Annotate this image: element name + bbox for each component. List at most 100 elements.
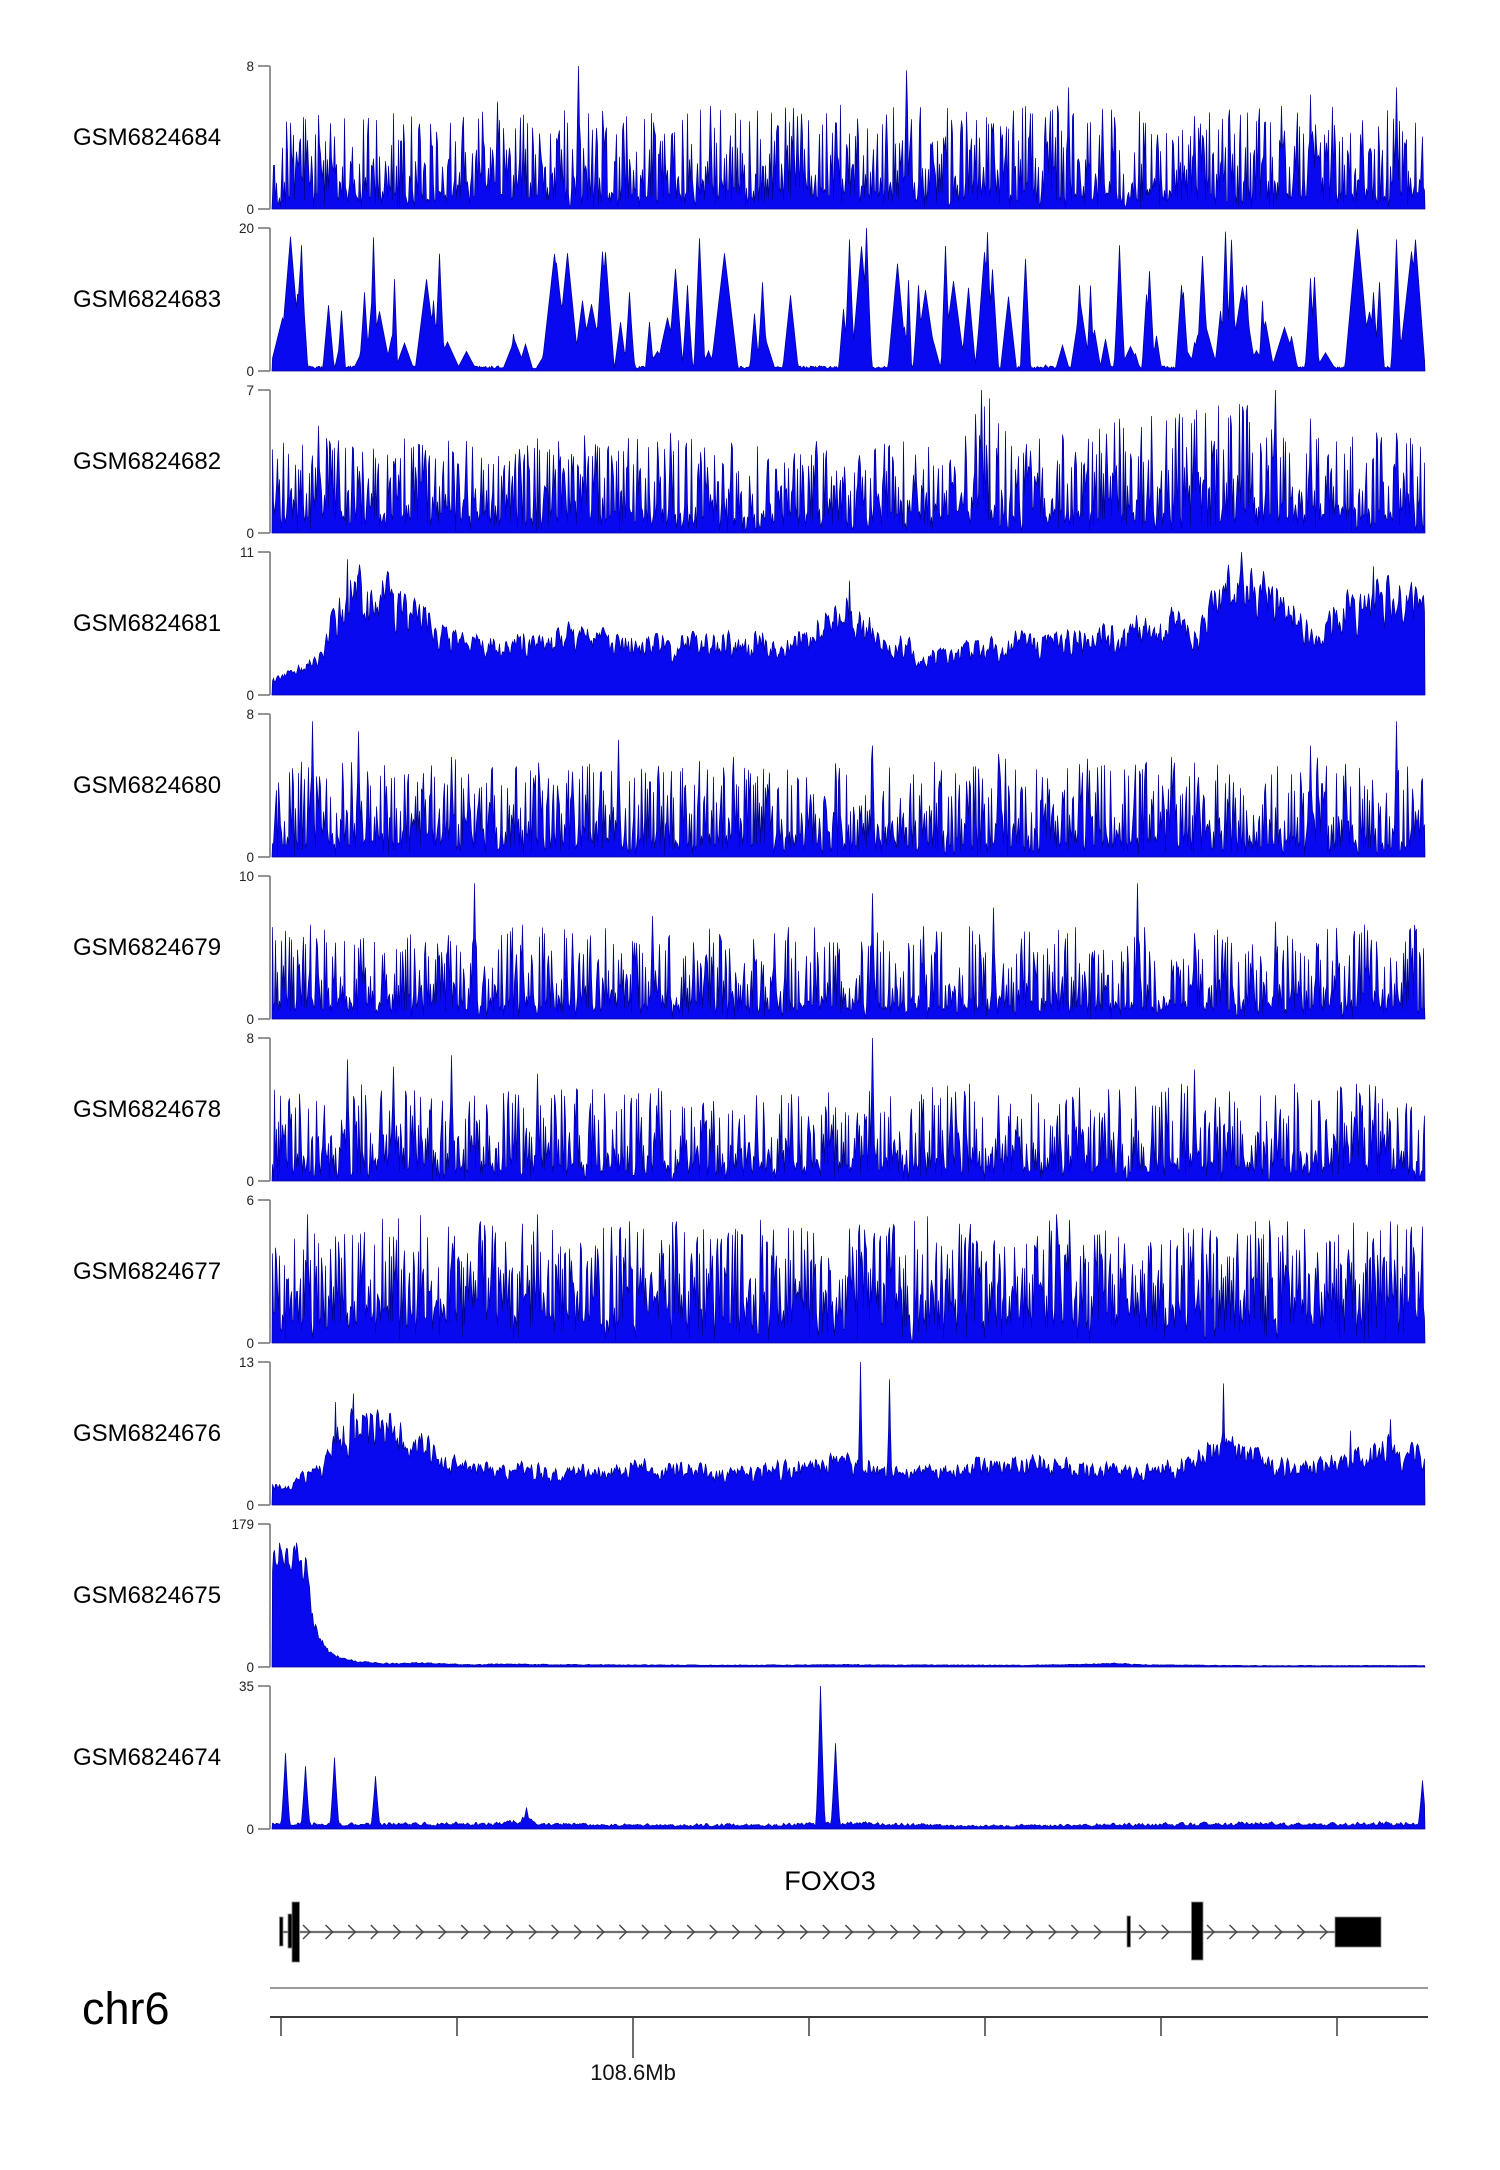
strand-direction-chevron-icon xyxy=(754,1924,763,1940)
strand-direction-chevron-icon xyxy=(1138,1924,1148,1940)
track-ymin-label: 0 xyxy=(246,1174,254,1189)
strand-direction-chevron-icon xyxy=(686,1924,696,1940)
track-label: GSM6824679 xyxy=(73,934,222,961)
track-label: GSM6824674 xyxy=(73,1744,222,1771)
strand-direction-chevron-icon xyxy=(415,1924,424,1940)
track-ymin-label: 0 xyxy=(246,364,254,379)
gene-exon-box xyxy=(1126,1915,1131,1948)
track-ymin-label: 0 xyxy=(246,1822,254,1837)
track-ymin-label: 0 xyxy=(246,202,254,217)
track-label: GSM6824684 xyxy=(73,124,222,151)
gene-exon-box xyxy=(287,1913,294,1949)
strand-direction-chevron-icon xyxy=(1319,1924,1328,1940)
track-ymin-label: 0 xyxy=(246,1660,254,1675)
gene-exon-box xyxy=(1191,1901,1204,1961)
strand-direction-chevron-icon xyxy=(890,1924,899,1940)
coverage-signal-area xyxy=(271,1214,1426,1344)
track-label: GSM6824682 xyxy=(73,448,222,475)
track-ymin-label: 0 xyxy=(246,1336,254,1351)
coverage-signal-area xyxy=(271,721,1426,858)
strand-direction-chevron-icon xyxy=(1206,1924,1215,1940)
strand-direction-chevron-icon xyxy=(528,1924,537,1940)
strand-direction-chevron-icon xyxy=(573,1924,583,1940)
track-ymax-label: 13 xyxy=(239,1355,254,1370)
track-label: GSM6824683 xyxy=(73,286,222,313)
strand-direction-chevron-icon xyxy=(1070,1924,1080,1940)
coverage-signal-area xyxy=(271,551,1426,696)
coverage-signal-area xyxy=(271,1542,1426,1668)
track-ymax-label: 179 xyxy=(231,1517,254,1532)
strand-direction-chevron-icon xyxy=(302,1924,311,1940)
genomic-position-label: 108.6Mb xyxy=(590,2060,676,2085)
track-ymax-label: 11 xyxy=(240,545,254,560)
coverage-track-row: GSM6824677 6 0 xyxy=(0,1193,1500,1352)
track-signal-plot: 70 xyxy=(246,383,1426,541)
strand-direction-chevron-icon xyxy=(980,1924,989,1940)
gene-exon-box xyxy=(279,1916,284,1947)
track-signal-plot: 35 0 xyxy=(239,1679,1426,1837)
coverage-track-row: GSM6824684 8 0 xyxy=(0,59,1500,218)
track-label: GSM6824681 xyxy=(73,610,222,637)
strand-direction-chevron-icon xyxy=(709,1924,718,1940)
coverage-track-row: GSM6824678 8 0 xyxy=(0,1031,1500,1190)
strand-direction-chevron-icon xyxy=(1161,1924,1170,1940)
gene-name-label: FOXO3 xyxy=(784,1866,876,1896)
strand-direction-chevron-icon xyxy=(1229,1924,1238,1940)
strand-direction-chevron-icon xyxy=(664,1924,673,1940)
coverage-track-row: GSM6824681 11 0 xyxy=(0,545,1500,704)
track-ymax-label: 35 xyxy=(239,1679,254,1694)
coverage-signal-area xyxy=(271,65,1426,210)
gene-exon-box xyxy=(291,1901,300,1963)
track-signal-plot: 80 xyxy=(246,1031,1426,1189)
strand-direction-chevron-icon xyxy=(347,1924,357,1940)
track-label: GSM6824677 xyxy=(73,1258,222,1285)
track-signal-plot: 10 0 xyxy=(239,869,1426,1027)
strand-direction-chevron-icon xyxy=(1274,1924,1283,1940)
coverage-track-row: GSM6824675 179 0 xyxy=(0,1517,1500,1676)
strand-direction-chevron-icon xyxy=(1003,1924,1012,1940)
track-label: GSM6824680 xyxy=(73,772,222,799)
gene-exon-box xyxy=(1334,1916,1382,1948)
strand-direction-chevron-icon xyxy=(618,1924,628,1940)
strand-direction-chevron-icon xyxy=(1251,1924,1261,1940)
track-ymin-label: 0 xyxy=(246,526,254,541)
track-label: GSM6824678 xyxy=(73,1096,222,1123)
strand-direction-chevron-icon xyxy=(957,1924,967,1940)
strand-direction-chevron-icon xyxy=(551,1924,560,1940)
coverage-signal-area xyxy=(271,389,1426,534)
strand-direction-chevron-icon xyxy=(438,1924,447,1940)
coverage-track-row: GSM6824680 8 0 xyxy=(0,707,1500,866)
coverage-signal-area xyxy=(271,1361,1426,1506)
strand-direction-chevron-icon xyxy=(1296,1924,1306,1940)
strand-direction-chevron-icon xyxy=(483,1924,492,1940)
strand-direction-chevron-icon xyxy=(1048,1924,1057,1940)
coverage-track-row: GSM6824682 7 0 xyxy=(0,383,1500,542)
track-ymax-label: 8 xyxy=(246,707,254,722)
coverage-signal-area xyxy=(271,1037,1426,1182)
track-ymin-label: 0 xyxy=(246,1012,254,1027)
strand-direction-chevron-icon xyxy=(1093,1924,1102,1940)
track-ymax-label: 6 xyxy=(246,1193,254,1208)
strand-direction-chevron-icon xyxy=(505,1924,515,1940)
coverage-track-row: GSM6824683 20 0 xyxy=(0,221,1500,380)
track-ymin-label: 0 xyxy=(246,1498,254,1513)
strand-direction-chevron-icon xyxy=(867,1924,876,1940)
coverage-track-row: GSM6824679 10 0 xyxy=(0,869,1500,1028)
coverage-track-row: GSM6824674 35 0 xyxy=(0,1679,1500,1838)
strand-direction-chevron-icon xyxy=(777,1924,786,1940)
coverage-signal-area xyxy=(271,1685,1426,1830)
strand-direction-chevron-icon xyxy=(799,1924,809,1940)
strand-direction-chevron-icon xyxy=(596,1924,605,1940)
track-ymin-label: 0 xyxy=(246,850,254,865)
track-ymax-label: 8 xyxy=(246,1031,254,1046)
track-ymax-label: 20 xyxy=(239,221,254,236)
coverage-signal-area xyxy=(271,227,1426,372)
strand-direction-chevron-icon xyxy=(731,1924,741,1940)
strand-direction-chevron-icon xyxy=(641,1924,650,1940)
coverage-track-row: GSM6824676 13 0 xyxy=(0,1355,1500,1514)
track-signal-plot: 11 0 xyxy=(240,545,1426,703)
track-label: GSM6824675 xyxy=(73,1582,222,1609)
track-signal-plot: 80 xyxy=(246,707,1426,865)
strand-direction-chevron-icon xyxy=(460,1924,470,1940)
